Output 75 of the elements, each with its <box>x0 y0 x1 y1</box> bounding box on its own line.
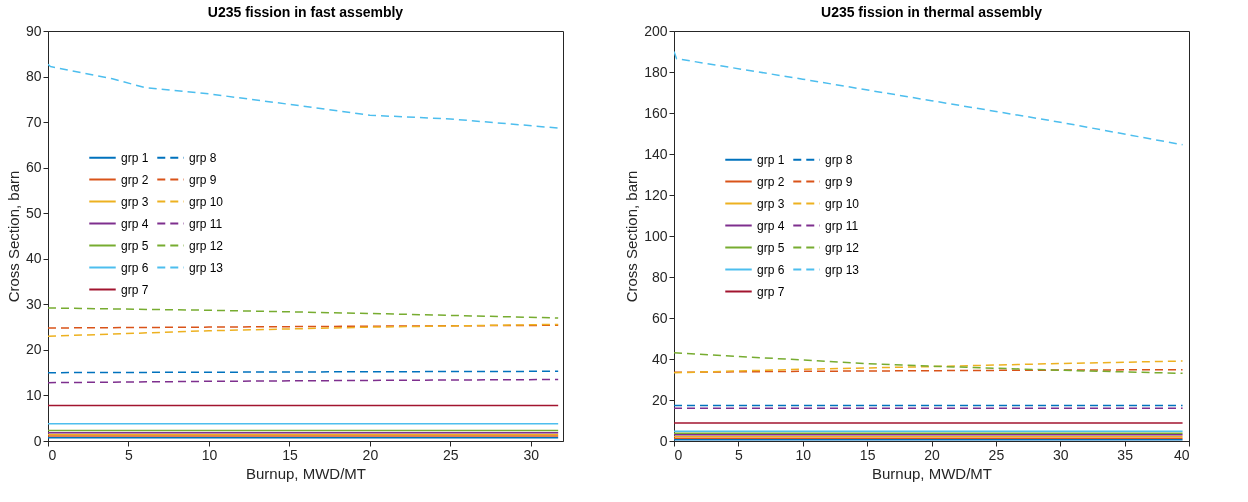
y-tick-label: 40 <box>651 350 668 367</box>
legend-label: grp 8 <box>189 150 217 165</box>
x-tick-label: 25 <box>443 446 459 463</box>
y-tick-label: 30 <box>25 295 42 312</box>
legend-label: grp 6 <box>757 262 785 277</box>
line-series <box>674 50 1184 146</box>
y-tick-label: 70 <box>25 113 42 130</box>
y-tick-label: 40 <box>25 250 42 267</box>
y-tick-label: 140 <box>644 145 668 162</box>
y-tick-label: 0 <box>33 432 42 449</box>
line-series <box>674 360 1184 374</box>
x-tick-label: 10 <box>201 446 218 463</box>
y-tick-label: 80 <box>651 268 668 285</box>
line-series <box>674 352 1184 375</box>
x-tick-label: 5 <box>734 446 743 463</box>
y-tick-label: 200 <box>644 22 668 39</box>
y-axis-title: Cross Section, barn <box>4 170 22 303</box>
line-series <box>48 323 559 337</box>
legend-label: grp 13 <box>189 260 224 275</box>
legend-label: grp 4 <box>757 218 785 233</box>
y-tick-label: 10 <box>25 386 42 403</box>
x-tick-label: 20 <box>924 446 940 463</box>
y-tick-label: 180 <box>644 63 668 80</box>
legend-label: grp 3 <box>757 196 785 211</box>
x-tick-label: 35 <box>1117 446 1134 463</box>
y-tick-label: 20 <box>25 341 42 358</box>
legend-label: grp 5 <box>121 238 149 253</box>
legend-label: grp 6 <box>121 260 149 275</box>
legend-label: grp 2 <box>757 174 785 189</box>
x-tick-label: 10 <box>795 446 812 463</box>
x-tick-label: 40 <box>1173 446 1190 463</box>
legend-label: grp 9 <box>189 172 217 187</box>
line-series <box>48 307 559 319</box>
y-tick-label: 160 <box>644 104 668 121</box>
x-tick-label: 25 <box>988 446 1005 463</box>
legend-label: grp 4 <box>121 216 149 231</box>
legend-label: grp 11 <box>825 218 859 233</box>
x-tick-label: 30 <box>523 446 540 463</box>
y-tick-label: 60 <box>651 309 668 326</box>
legend-label: grp 13 <box>825 262 860 277</box>
y-tick-label: 90 <box>25 22 42 39</box>
x-tick-label: 30 <box>1052 446 1069 463</box>
y-tick-label: 80 <box>25 68 42 85</box>
legend-label: grp 12 <box>189 238 224 253</box>
x-tick-label: 0 <box>674 446 683 463</box>
y-tick-label: 100 <box>644 227 668 244</box>
legend-label: grp 11 <box>189 216 223 231</box>
y-tick-label: 60 <box>25 159 42 176</box>
y-tick-label: 120 <box>644 186 668 203</box>
legend-label: grp 7 <box>757 284 785 299</box>
x-tick-label: 5 <box>125 446 134 463</box>
legend-label: grp 1 <box>757 152 785 167</box>
x-tick-label: 0 <box>48 446 57 463</box>
legend-label: grp 5 <box>757 240 785 255</box>
legend-label: grp 3 <box>121 194 149 209</box>
y-tick-label: 50 <box>25 204 42 221</box>
y-axis-title: Cross Section, barn <box>623 170 641 303</box>
legend-label: grp 12 <box>825 240 860 255</box>
x-tick-label: 20 <box>362 446 379 463</box>
x-tick-label: 15 <box>282 446 298 463</box>
x-axis-title: Burnup, MWD/MT <box>245 464 367 482</box>
line-series <box>48 63 559 129</box>
chart-title: U235 fission in thermal assembly <box>821 4 1043 20</box>
legend-label: grp 7 <box>121 282 149 297</box>
chart-title: U235 fission in fast assembly <box>207 4 404 20</box>
legend-label: grp 10 <box>825 196 860 211</box>
legend-label: grp 10 <box>189 194 224 209</box>
x-axis-title: Burnup, MWD/MT <box>871 464 993 482</box>
legend-label: grp 9 <box>825 174 853 189</box>
legend-label: grp 1 <box>121 150 149 165</box>
y-tick-label: 20 <box>651 391 668 408</box>
legend-label: grp 2 <box>121 172 149 187</box>
y-tick-label: 0 <box>659 432 668 449</box>
x-tick-label: 15 <box>859 446 876 463</box>
legend-label: grp 8 <box>825 152 853 167</box>
